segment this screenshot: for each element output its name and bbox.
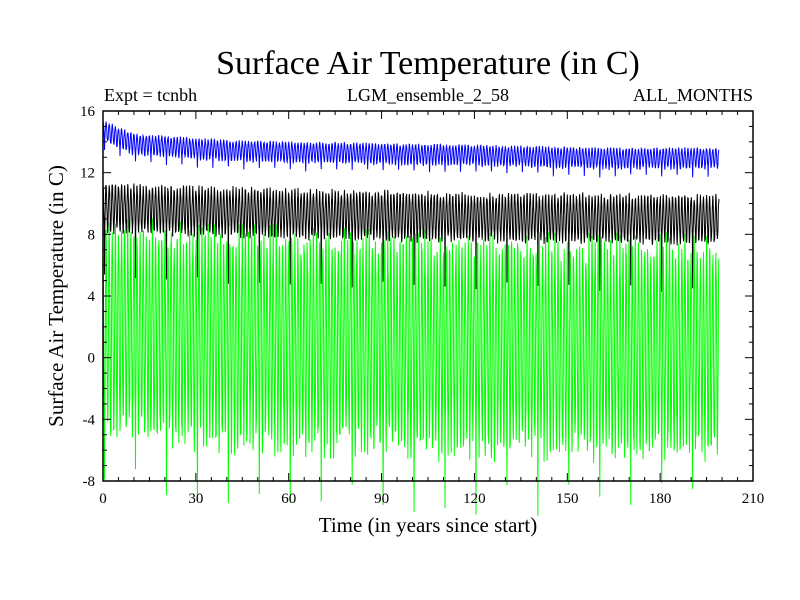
x-tick-label: 150: [556, 491, 579, 507]
series-line-blue: [102, 120, 720, 178]
y-tick-label: 4: [88, 289, 96, 305]
subtitle-right: ALL_MONTHS: [633, 85, 753, 105]
chart-title: Surface Air Temperature (in C): [216, 45, 640, 82]
y-tick-label: 12: [80, 166, 95, 182]
y-tick-label: -4: [83, 412, 96, 428]
x-tick-label: 0: [99, 491, 107, 507]
y-tick-label: 8: [88, 227, 96, 243]
series-line-green: [102, 217, 720, 516]
series-layer: [102, 120, 720, 516]
x-tick-label: 60: [281, 491, 296, 507]
subtitle-left: Expt = tcnbh: [104, 85, 197, 105]
y-tick-label: 0: [88, 351, 96, 367]
series-line-black: [102, 183, 720, 292]
y-tick-label: -8: [83, 474, 96, 490]
x-tick-label: 30: [188, 491, 203, 507]
x-tick-label: 90: [374, 491, 389, 507]
y-axis-label: Surface Air Temperature (in C): [44, 165, 68, 427]
x-axis-label: Time (in years since start): [319, 513, 538, 537]
x-tick-label: 120: [463, 491, 486, 507]
plot-frame: [102, 110, 754, 482]
subtitle-center: LGM_ensemble_2_58: [347, 85, 509, 105]
x-tick-label: 180: [649, 491, 672, 507]
y-tick-label: 16: [80, 104, 96, 120]
x-tick-label: 210: [742, 491, 765, 507]
